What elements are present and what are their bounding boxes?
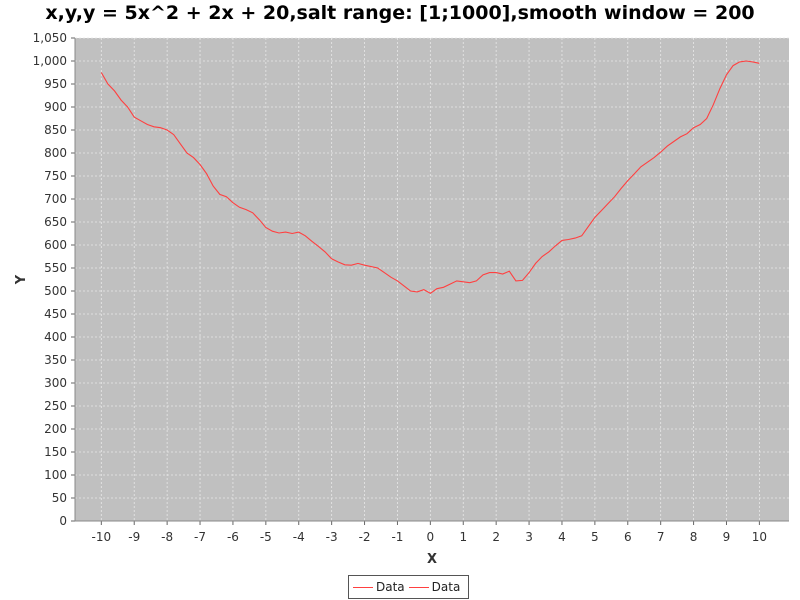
y-tick-label: 600 <box>44 238 67 252</box>
chart-title: x,y,y = 5x^2 + 2x + 20,salt range: [1;10… <box>45 2 755 24</box>
x-axis-label: X <box>427 552 437 567</box>
x-tick-label: 0 <box>427 530 435 544</box>
x-tick-label: -6 <box>227 530 239 544</box>
x-tick-label: 8 <box>690 530 698 544</box>
y-tick-label: 250 <box>44 399 67 413</box>
x-tick-label: -9 <box>128 530 140 544</box>
x-tick-label: -3 <box>326 530 338 544</box>
x-tick-label: -1 <box>391 530 403 544</box>
legend-item: Data <box>353 580 405 594</box>
legend-label: Data <box>431 580 461 594</box>
x-tick-label: 7 <box>657 530 665 544</box>
y-tick-label: 450 <box>44 307 67 321</box>
legend: Data Data <box>348 575 470 599</box>
y-tick-label: 0 <box>59 514 67 528</box>
series-line <box>100 60 760 294</box>
x-tick-label: 3 <box>525 530 533 544</box>
legend-label: Data <box>376 580 405 594</box>
x-tick-label: 6 <box>624 530 632 544</box>
y-tick-label: 350 <box>44 353 67 367</box>
x-tick-label: -5 <box>260 530 272 544</box>
y-tick-label: 50 <box>52 491 67 505</box>
y-tick-label: 300 <box>44 376 67 390</box>
y-tick-label: 650 <box>44 215 67 229</box>
x-tick-label: 1 <box>459 530 467 544</box>
x-tick-label: -10 <box>92 530 112 544</box>
x-tick-label: 10 <box>752 530 767 544</box>
y-tick-label: 550 <box>44 261 67 275</box>
y-tick-label: 1,000 <box>33 54 67 68</box>
y-axis-label: Y <box>14 274 29 285</box>
x-tick-label: -2 <box>359 530 371 544</box>
plot-background <box>75 38 789 521</box>
x-tick-label: 4 <box>558 530 566 544</box>
y-tick-label: 950 <box>44 77 67 91</box>
x-tick-label: -4 <box>293 530 305 544</box>
y-tick-label: 500 <box>44 284 67 298</box>
y-tick-label: 850 <box>44 123 67 137</box>
legend-line-swatch <box>408 586 429 588</box>
x-tick-label: -8 <box>161 530 173 544</box>
x-tick-label: 2 <box>492 530 500 544</box>
y-tick-label: 150 <box>44 445 67 459</box>
x-tick-label: 5 <box>591 530 599 544</box>
x-tick-label: -7 <box>194 530 206 544</box>
y-tick-label: 200 <box>44 422 67 436</box>
legend-line-swatch <box>353 586 373 588</box>
legend-item: Data <box>408 580 461 594</box>
y-tick-label: 100 <box>44 468 67 482</box>
y-tick-label: 900 <box>44 100 67 114</box>
y-tick-label: 800 <box>44 146 67 160</box>
y-tick-label: 750 <box>44 169 67 183</box>
y-tick-label: 700 <box>44 192 67 206</box>
y-tick-label: 1,050 <box>33 31 67 45</box>
y-tick-label: 400 <box>44 330 67 344</box>
x-tick-label: 9 <box>723 530 731 544</box>
